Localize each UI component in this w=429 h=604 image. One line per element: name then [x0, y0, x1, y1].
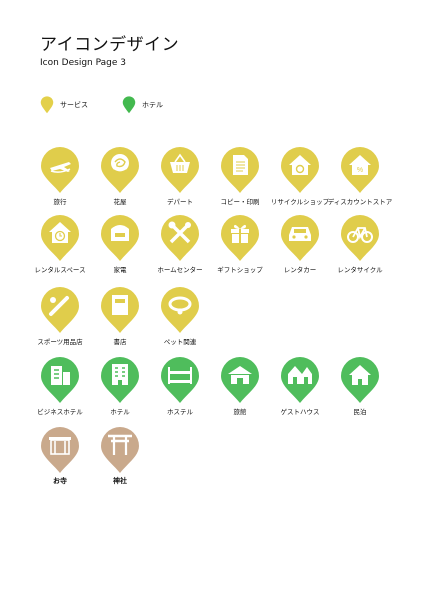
legend-marker-icon — [40, 96, 54, 114]
pin-clock-house[interactable]: レンタルスペース — [34, 214, 86, 274]
pin-torii[interactable]: 神社 — [100, 426, 140, 485]
icon-label: 書店 — [113, 338, 127, 346]
recycle-house-icon — [281, 147, 319, 193]
icon-label: ゲストハウス — [280, 408, 320, 416]
pin-ryokan[interactable]: 旅館 — [220, 356, 260, 416]
icon-label: ペット関連 — [163, 338, 197, 346]
icon-label: ディスカウントストア — [327, 198, 393, 206]
pin-guest-house[interactable]: ゲストハウス — [280, 356, 320, 416]
icon-label: ギフトショップ — [217, 266, 263, 274]
pin-gift[interactable]: ギフトショップ — [217, 214, 263, 274]
torii-icon — [101, 427, 139, 473]
icon-label: デパート — [167, 198, 193, 206]
pin-baseball-bat[interactable]: スポーツ用品店 — [37, 286, 83, 346]
icon-label: 花屋 — [113, 198, 127, 206]
pin-pet-collar[interactable]: ペット関連 — [160, 286, 200, 346]
pin-business-hotel[interactable]: ビジネスホテル — [37, 356, 83, 416]
legend-label-hotel: ホテル — [142, 101, 163, 109]
pin-shopping-basket[interactable]: デパート — [160, 146, 200, 206]
bicycle-icon — [341, 215, 379, 261]
pin-bunk-bed[interactable]: ホステル — [160, 356, 200, 416]
page-subtitle: Icon Design Page 3 — [40, 58, 126, 68]
icon-label: ホステル — [167, 408, 193, 416]
pin-recycle-house[interactable]: リサイクルショップ — [271, 146, 329, 206]
airplane-icon — [41, 147, 79, 193]
pin-tools[interactable]: ホームセンター — [157, 214, 203, 274]
icon-label: お寺 — [53, 477, 67, 485]
icon-label: コピー・印刷 — [220, 198, 260, 206]
pin-car[interactable]: レンタカー — [280, 214, 320, 274]
pin-hotel-building[interactable]: ホテル — [100, 356, 140, 416]
icon-label: 民泊 — [353, 408, 367, 416]
svg-text:%: % — [357, 167, 363, 174]
gift-icon — [221, 215, 259, 261]
temple-icon — [41, 427, 79, 473]
business-hotel-icon — [41, 357, 79, 403]
pet-collar-icon — [161, 287, 199, 333]
house-icon — [341, 357, 379, 403]
document-icon — [221, 147, 259, 193]
rice-cooker-icon — [101, 215, 139, 261]
icon-label: リサイクルショップ — [270, 198, 330, 206]
pin-book[interactable]: 書店 — [100, 286, 140, 346]
pin-rice-cooker[interactable]: 家電 — [100, 214, 140, 274]
page-title: アイコンデザイン — [40, 35, 180, 55]
icon-label: スポーツ用品店 — [37, 338, 83, 346]
legend-hotel: ホテル — [122, 96, 163, 114]
rose-icon — [101, 147, 139, 193]
guest-house-icon — [281, 357, 319, 403]
tools-icon — [161, 215, 199, 261]
icon-label: 神社 — [113, 477, 127, 485]
car-icon — [281, 215, 319, 261]
pin-airplane[interactable]: 旅行 — [40, 146, 80, 206]
legend-label-service: サービス — [60, 101, 88, 109]
legend-service: サービス — [40, 96, 88, 114]
shopping-basket-icon — [161, 147, 199, 193]
icon-label: 旅館 — [233, 408, 247, 416]
pin-percent-house[interactable]: % ディスカウントストア — [328, 146, 392, 206]
hotel-building-icon — [101, 357, 139, 403]
icon-label: レンタルスペース — [34, 266, 86, 274]
ryokan-icon — [221, 357, 259, 403]
pin-bicycle[interactable]: レンタサイクル — [337, 214, 383, 274]
icon-label: ホテル — [110, 408, 130, 416]
icon-label: レンタサイクル — [337, 266, 383, 274]
percent-house-icon: % — [341, 147, 379, 193]
icon-label: ビジネスホテル — [37, 408, 83, 416]
pin-document[interactable]: コピー・印刷 — [220, 146, 260, 206]
icon-label: レンタカー — [283, 266, 317, 274]
icon-label: 家電 — [113, 266, 127, 274]
pin-rose[interactable]: 花屋 — [100, 146, 140, 206]
legend-marker-icon — [122, 96, 136, 114]
baseball-bat-icon — [41, 287, 79, 333]
clock-house-icon — [41, 215, 79, 261]
pin-house[interactable]: 民泊 — [340, 356, 380, 416]
bunk-bed-icon — [161, 357, 199, 403]
book-icon — [101, 287, 139, 333]
icon-label: 旅行 — [53, 198, 67, 206]
icon-label: ホームセンター — [157, 266, 203, 274]
pin-temple[interactable]: お寺 — [40, 426, 80, 485]
